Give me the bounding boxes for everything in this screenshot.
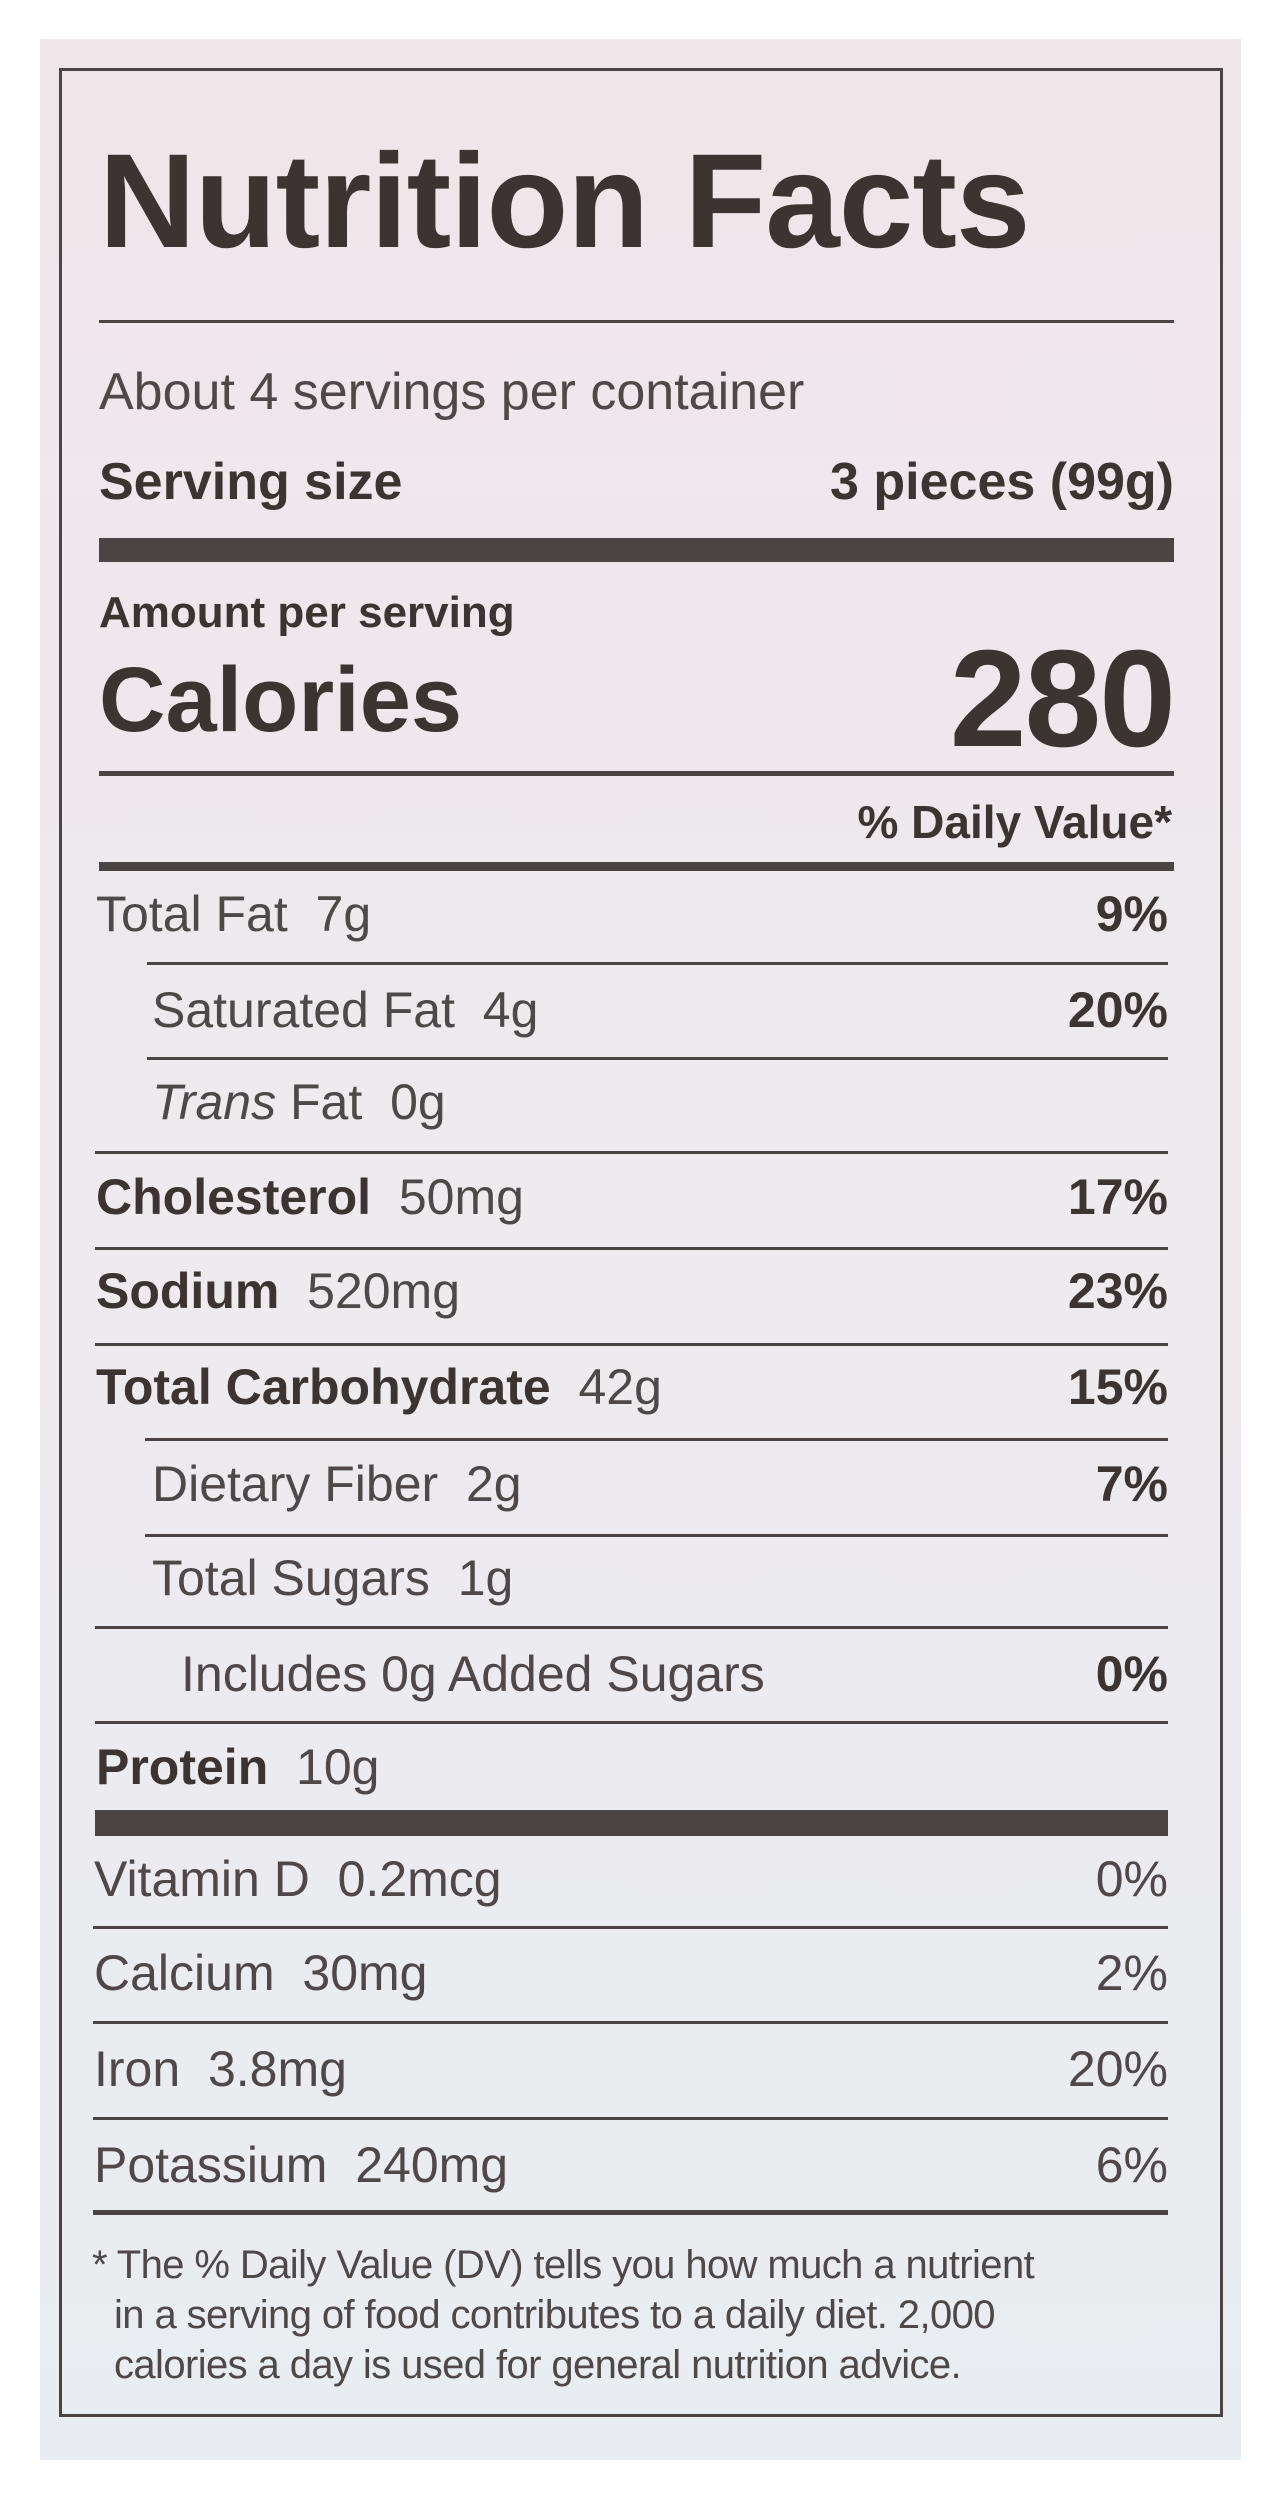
vitamin-row-vitamin-d: Vitamin D 0.2mcg 0%: [94, 1844, 1168, 1914]
divider: [95, 1151, 1168, 1154]
footnote-line: in a serving of food contributes to a da…: [114, 2293, 996, 2337]
nutrient-amount: 42g: [578, 1359, 662, 1415]
calories-label: Calories: [99, 649, 463, 751]
divider: [95, 1343, 1168, 1346]
nutrient-name: Trans: [152, 1074, 277, 1130]
vitamin-name: Calcium: [94, 1945, 275, 2001]
nutrient-dv: 7%: [1095, 1456, 1168, 1512]
nutrient-name-suffix: Fat: [290, 1074, 363, 1130]
label-title: Nutrition Facts: [99, 127, 1030, 276]
nutrient-amount: 7g: [315, 886, 372, 942]
serving-size-row: Serving size 3 pieces (99g): [99, 447, 1174, 517]
calories-value: 280: [949, 622, 1176, 776]
divider: [93, 2021, 1168, 2024]
vitamin-dv: 6%: [1095, 2137, 1168, 2193]
divider: [95, 1247, 1168, 1250]
divider: [145, 1438, 1168, 1441]
vitamin-amount: 0.2mcg: [337, 1851, 502, 1907]
nutrient-amount: 0g: [390, 1074, 446, 1130]
label-border: [59, 68, 1223, 2417]
divider: [147, 962, 1168, 965]
nutrient-name: Protein: [96, 1739, 269, 1795]
amount-per-serving: Amount per serving: [99, 588, 515, 637]
nutrient-name: Sodium: [96, 1263, 280, 1319]
nutrient-row-sodium: Sodium 520mg 23%: [96, 1256, 1168, 1326]
divider: [145, 1534, 1168, 1537]
nutrient-amount: 1g: [457, 1550, 514, 1606]
vitamin-name: Vitamin D: [94, 1851, 310, 1907]
vitamin-row-iron: Iron 3.8mg 20%: [94, 2034, 1168, 2104]
vitamin-amount: 30mg: [302, 1945, 428, 2001]
vitamin-dv: 2%: [1095, 1945, 1168, 2001]
nutrient-name: Saturated Fat: [152, 982, 455, 1038]
nutrient-amount: 50mg: [398, 1169, 524, 1225]
daily-value-header: % Daily Value*: [857, 796, 1173, 848]
nutrient-amount: 10g: [296, 1739, 380, 1795]
nutrient-row-saturated-fat: Saturated Fat 4g 20%: [152, 975, 1168, 1045]
vitamin-dv: 0%: [1095, 1851, 1168, 1907]
nutrient-row-dietary-fiber: Dietary Fiber 2g 7%: [152, 1449, 1168, 1519]
vitamin-dv: 20%: [1067, 2041, 1168, 2097]
footnote-line: calories a day is used for general nutri…: [114, 2343, 962, 2387]
nutrient-amount: 520mg: [307, 1263, 461, 1319]
vitamin-name: Potassium: [94, 2137, 328, 2193]
servings-per-container: About 4 servings per container: [99, 363, 805, 421]
nutrient-row-cholesterol: Cholesterol 50mg 17%: [96, 1162, 1168, 1232]
nutrient-dv: 0%: [1095, 1646, 1168, 1702]
serving-size-label: Serving size: [99, 453, 403, 511]
medium-divider: [93, 2210, 1168, 2215]
medium-divider: [99, 862, 1174, 871]
divider: [93, 1926, 1168, 1929]
nutrient-amount: 2g: [465, 1456, 522, 1512]
nutrient-row-total-sugars: Total Sugars 1g: [152, 1543, 1168, 1613]
vitamin-row-potassium: Potassium 240mg 6%: [94, 2130, 1168, 2200]
nutrient-name: Cholesterol: [96, 1169, 372, 1225]
nutrient-dv: 17%: [1067, 1169, 1168, 1225]
nutrient-name: Total Sugars: [152, 1550, 430, 1606]
nutrient-name: Dietary Fiber: [152, 1456, 439, 1512]
thick-divider: [99, 538, 1174, 562]
nutrient-row-total-carbohydrate: Total Carbohydrate 42g 15%: [96, 1352, 1168, 1422]
nutrient-row-trans-fat: Trans Fat 0g: [152, 1067, 1168, 1137]
divider: [147, 1057, 1168, 1060]
nutrient-dv: 23%: [1067, 1263, 1168, 1319]
divider: [93, 2117, 1168, 2120]
nutrient-row-total-fat: Total Fat 7g 9%: [96, 879, 1168, 949]
divider: [95, 1626, 1168, 1629]
vitamin-row-calcium: Calcium 30mg 2%: [94, 1938, 1168, 2008]
vitamin-amount: 240mg: [355, 2137, 509, 2193]
nutrient-dv: 9%: [1095, 886, 1168, 942]
serving-size-value: 3 pieces (99g): [830, 453, 1174, 511]
nutrient-amount: 4g: [482, 982, 539, 1038]
divider: [99, 320, 1174, 323]
nutrient-name: Total Carbohydrate: [96, 1359, 551, 1415]
thick-divider: [95, 1810, 1168, 1836]
nutrient-row-added-sugars: Includes 0g Added Sugars 0%: [181, 1639, 1168, 1709]
footnote-line: * The % Daily Value (DV) tells you how m…: [92, 2243, 1035, 2287]
medium-divider: [99, 771, 1174, 776]
nutrient-dv: 15%: [1067, 1359, 1168, 1415]
nutrient-name: Total Fat: [96, 886, 288, 942]
nutrient-dv: 20%: [1067, 982, 1168, 1038]
nutrient-name: Includes 0g Added Sugars: [181, 1646, 765, 1702]
vitamin-amount: 3.8mg: [207, 2041, 347, 2097]
divider: [95, 1721, 1168, 1724]
nutrient-row-protein: Protein 10g: [96, 1732, 1168, 1802]
vitamin-name: Iron: [94, 2041, 181, 2097]
